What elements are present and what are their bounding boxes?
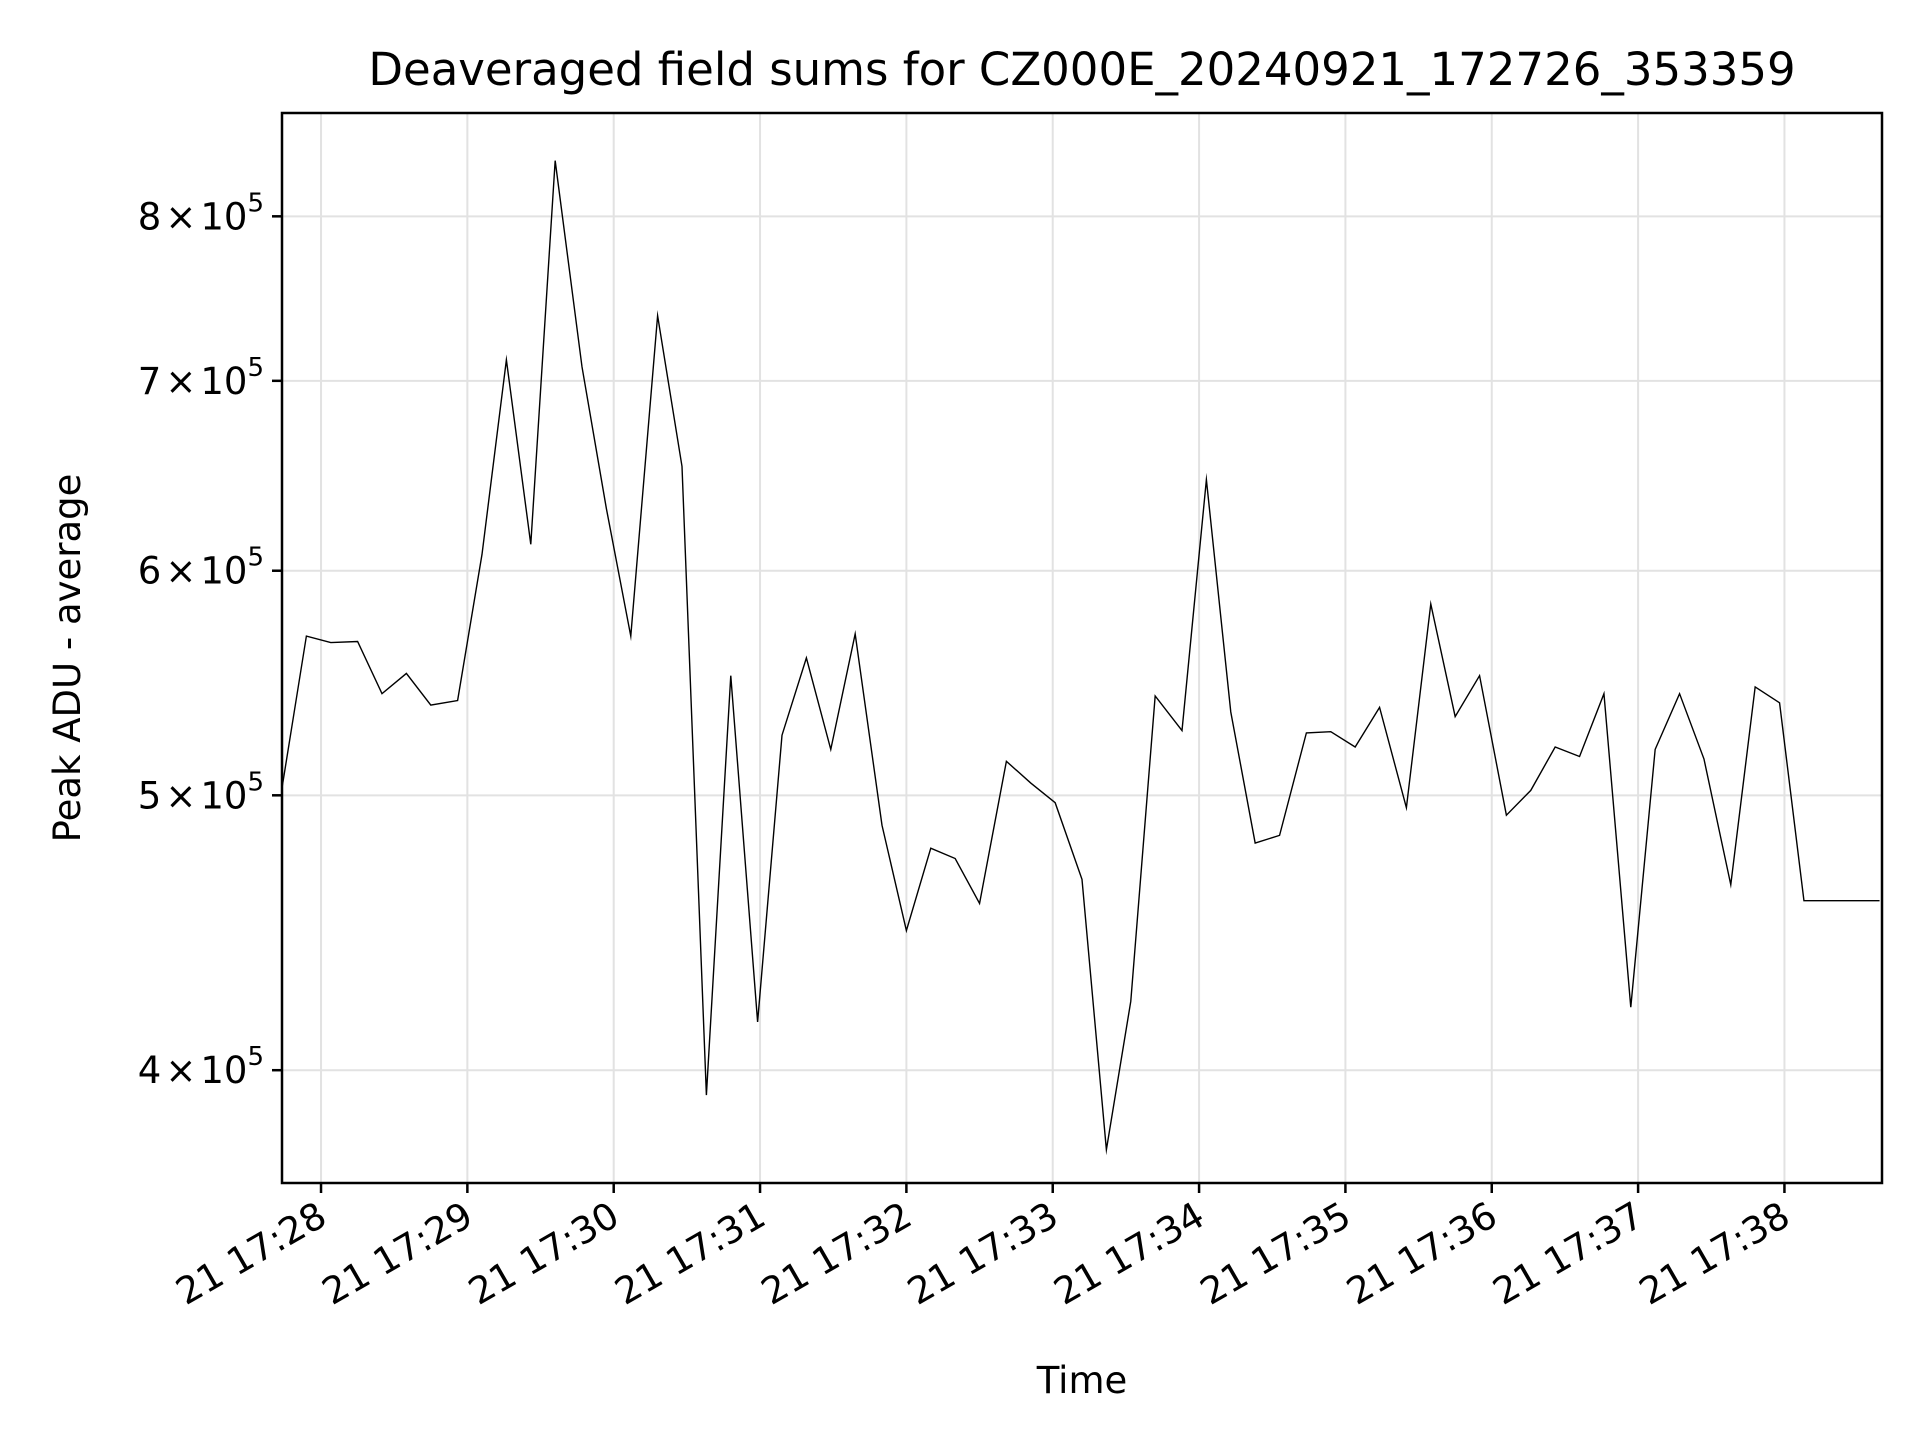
y-axis-label: Peak ADU - average — [46, 474, 89, 843]
grid — [282, 113, 1882, 1183]
y-tick-label: 6 × 105 — [138, 543, 264, 593]
plot-frame — [280, 111, 1884, 1185]
series-line-0 — [281, 160, 1880, 1156]
y-axis: 4 × 105 5 × 105 6 × 105 7 × 105 8 × 105 — [138, 188, 282, 1092]
y-tick-label: 8 × 105 — [138, 188, 264, 238]
series-layer — [281, 160, 1880, 1156]
y-tick-label: 5 × 105 — [138, 767, 264, 817]
x-axis-label: Time — [1036, 1359, 1128, 1402]
y-tick-label: 4 × 105 — [138, 1042, 264, 1092]
y-tick-label: 7 × 105 — [138, 353, 264, 403]
chart-title: Deaveraged field sums for CZ000E_2024092… — [368, 43, 1795, 96]
